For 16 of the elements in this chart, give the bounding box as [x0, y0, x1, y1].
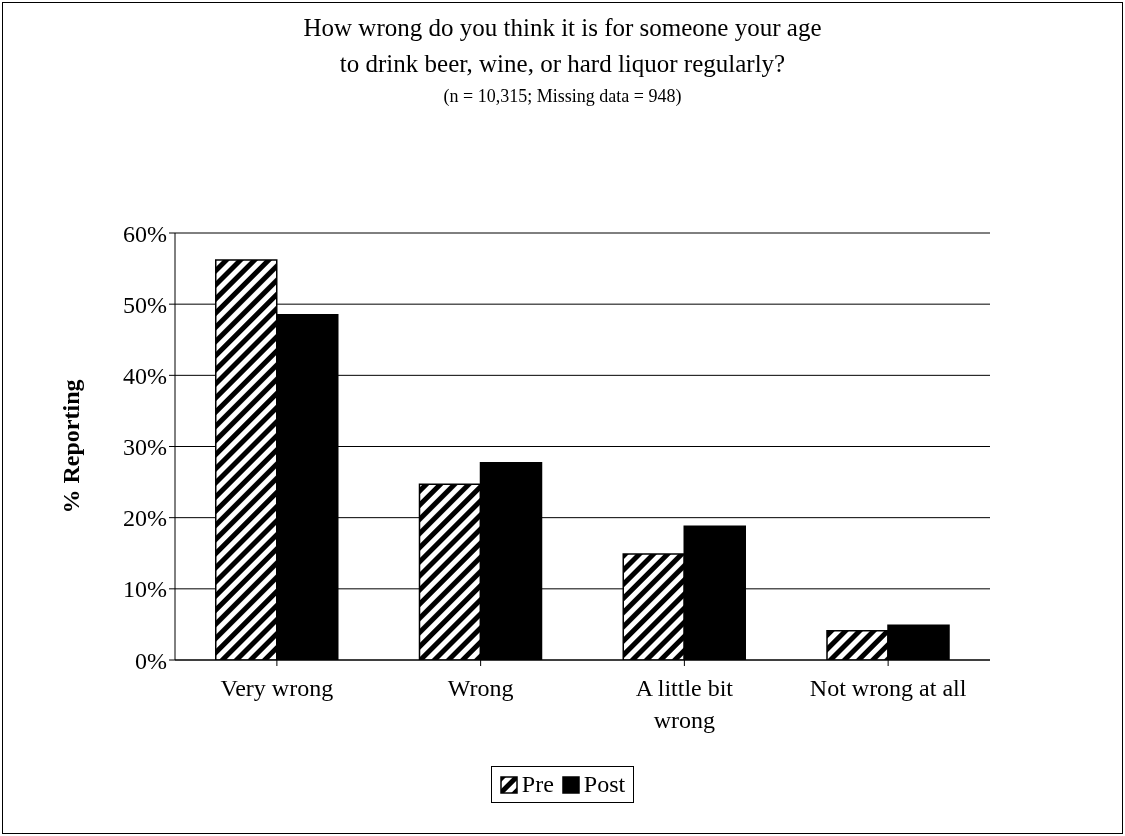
y-tick-label: 30%: [123, 434, 167, 461]
y-tick-label: 10%: [123, 576, 167, 603]
y-axis-title: % Reporting: [57, 379, 84, 514]
legend-label: Post: [583, 771, 626, 798]
x-tick-label: A little bit wrong: [635, 675, 734, 733]
y-tick-label: 40%: [123, 362, 167, 389]
x-tick-label: Not wrong at all: [809, 675, 967, 701]
x-tick-label: Very wrong: [220, 675, 334, 701]
legend-label: Pre: [521, 771, 554, 798]
chart-title: How wrong do you think it is for someone your age to drink beer, wine, or hard liquor regularly?: [302, 13, 823, 79]
y-tick-label: 60%: [123, 220, 167, 247]
y-tick-label: 20%: [123, 505, 167, 532]
x-tick-label: Wrong: [447, 675, 514, 701]
y-tick-label: 0%: [135, 647, 167, 674]
chart-subtitle: (n = 10,315; Missing data = 948): [442, 85, 683, 108]
y-tick-label: 50%: [123, 291, 167, 318]
